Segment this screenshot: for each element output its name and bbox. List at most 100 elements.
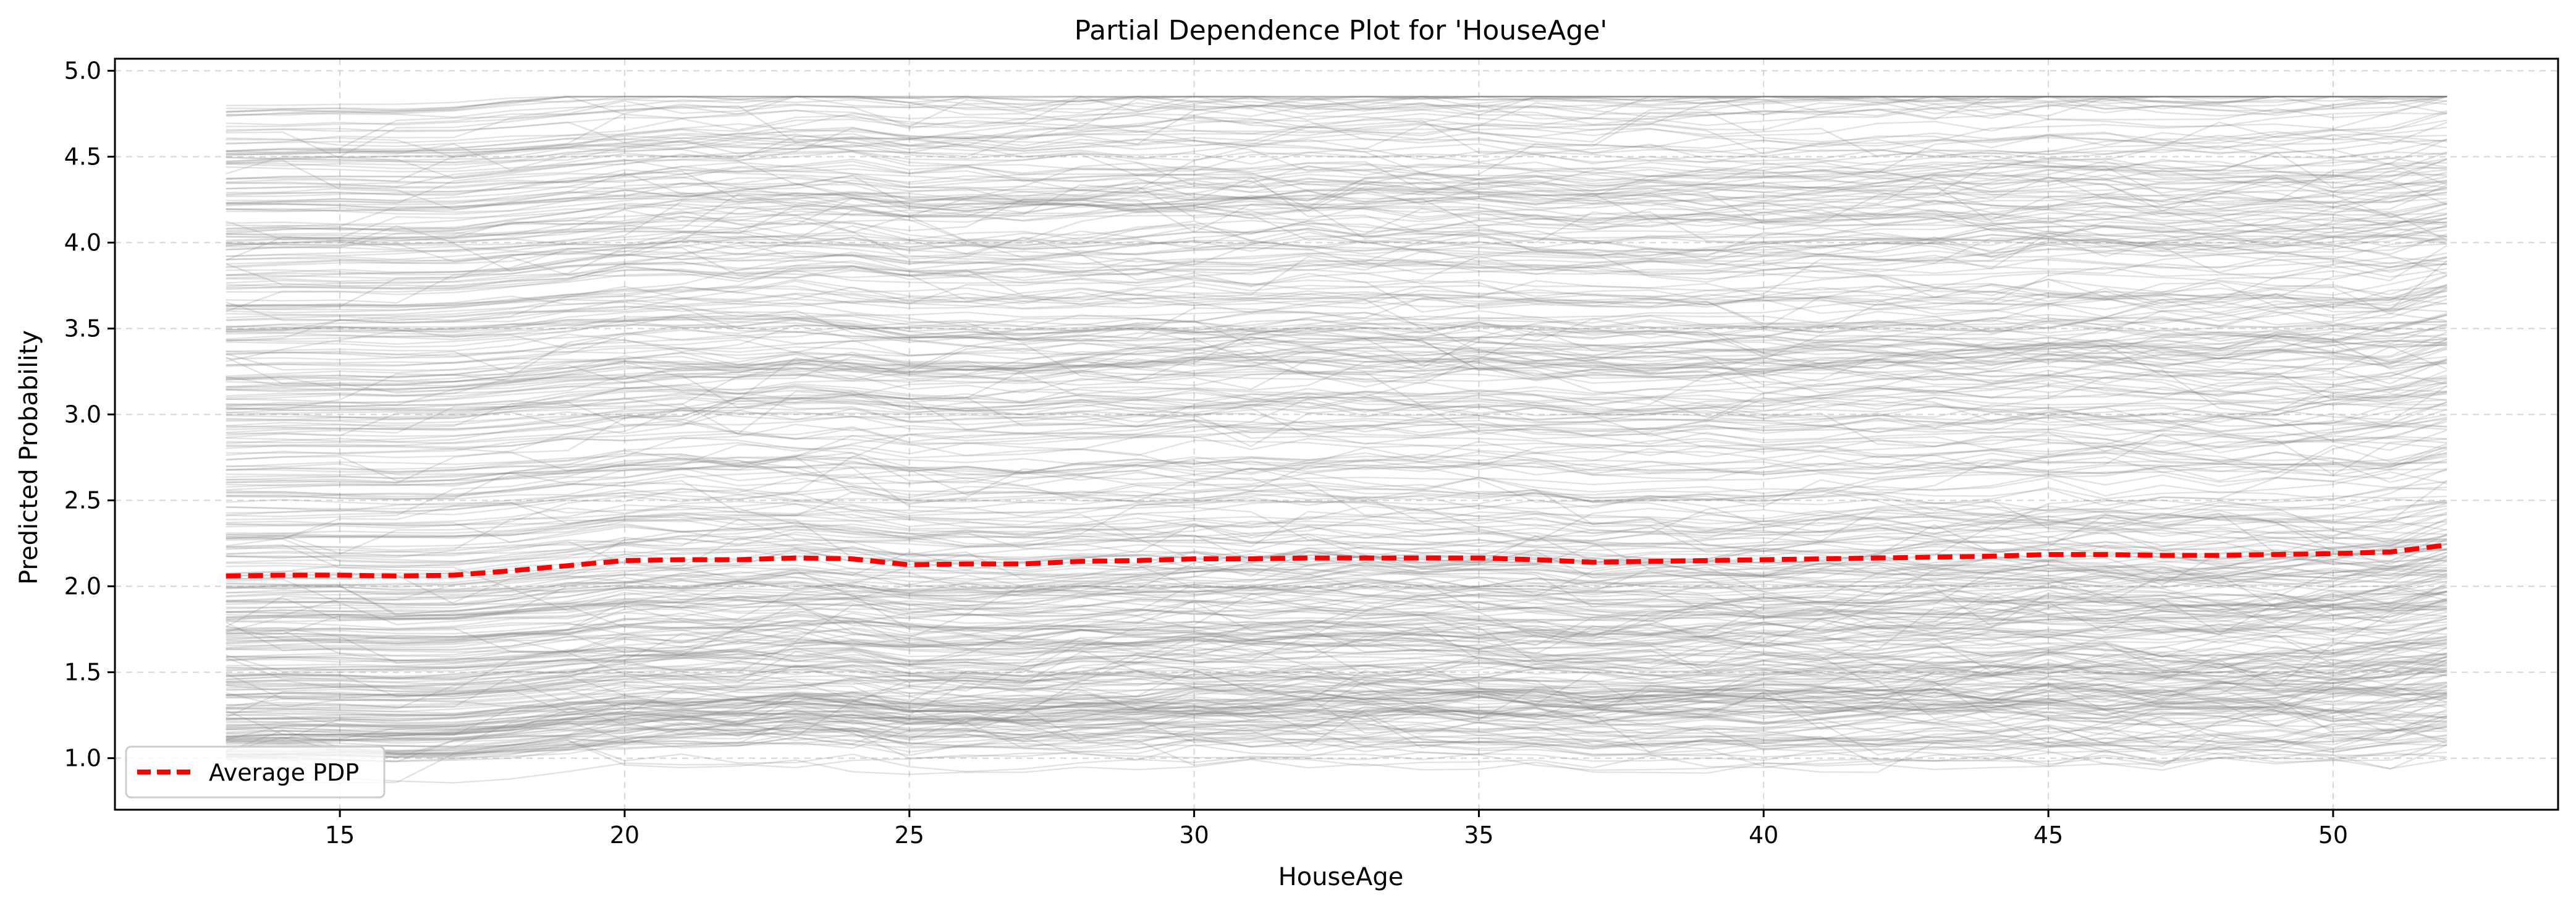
ice-line bbox=[226, 390, 2447, 429]
ice-line bbox=[226, 278, 2447, 314]
ice-line bbox=[226, 174, 2447, 215]
ice-line bbox=[226, 398, 2447, 444]
ice-line bbox=[226, 671, 2447, 707]
ice-line bbox=[226, 543, 2447, 594]
ice-line bbox=[226, 158, 2447, 184]
legend: Average PDP bbox=[125, 745, 386, 799]
ice-line bbox=[226, 725, 2447, 773]
ice-line bbox=[226, 167, 2447, 205]
ice-line bbox=[226, 280, 2447, 313]
ice-line bbox=[226, 692, 2447, 749]
ice-line bbox=[226, 359, 2447, 407]
ice-line bbox=[226, 246, 2447, 321]
ice-line bbox=[226, 578, 2447, 639]
ice-line bbox=[226, 384, 2447, 417]
ice-line bbox=[226, 263, 2447, 312]
ice-line bbox=[226, 522, 2447, 582]
ice-line bbox=[226, 645, 2447, 697]
ice-line bbox=[226, 650, 2447, 698]
ice-line bbox=[226, 467, 2447, 628]
ice-lines bbox=[226, 95, 2448, 784]
ice-line bbox=[226, 549, 2447, 580]
ice-line bbox=[226, 638, 2447, 672]
ice-line bbox=[226, 358, 2447, 399]
ice-line bbox=[226, 213, 2447, 304]
ice-line bbox=[226, 232, 2447, 287]
ice-line bbox=[226, 693, 2447, 750]
ice-line bbox=[226, 465, 2447, 525]
ice-line bbox=[226, 374, 2447, 412]
ice-line bbox=[226, 95, 2447, 124]
ice-line bbox=[226, 652, 2447, 758]
ice-line bbox=[226, 682, 2447, 706]
ice-line bbox=[226, 166, 2447, 205]
ice-line bbox=[226, 719, 2447, 771]
y-tick-label: 1.5 bbox=[64, 659, 101, 686]
ice-line bbox=[226, 656, 2447, 718]
ice-line bbox=[226, 723, 2447, 773]
ice-line bbox=[226, 391, 2447, 428]
ice-line bbox=[226, 611, 2447, 697]
ice-line bbox=[226, 326, 2447, 428]
ice-line bbox=[226, 182, 2447, 220]
ice-line bbox=[226, 684, 2447, 713]
y-tick-label: 5.0 bbox=[64, 57, 101, 84]
ice-line bbox=[226, 390, 2447, 431]
ice-line bbox=[226, 158, 2447, 206]
ice-line bbox=[226, 274, 2447, 321]
ice-line bbox=[226, 626, 2447, 698]
ice-line bbox=[226, 313, 2447, 392]
ice-line bbox=[226, 701, 2447, 754]
ice-line bbox=[226, 356, 2447, 399]
ice-line bbox=[226, 589, 2447, 645]
ice-line bbox=[226, 605, 2447, 663]
ice-line bbox=[226, 600, 2447, 662]
ice-line bbox=[226, 586, 2447, 636]
ice-line bbox=[226, 567, 2447, 615]
ice-line bbox=[226, 170, 2447, 204]
ice-line bbox=[226, 245, 2447, 329]
ice-line bbox=[226, 548, 2447, 606]
ice-line bbox=[226, 621, 2447, 682]
ice-line bbox=[226, 394, 2447, 453]
ice-line bbox=[226, 601, 2447, 690]
chart-title: Partial Dependence Plot for 'HouseAge' bbox=[1075, 15, 1608, 46]
ice-line bbox=[226, 200, 2447, 257]
ice-line bbox=[226, 184, 2447, 231]
ice-line bbox=[226, 220, 2447, 283]
ice-line bbox=[226, 524, 2447, 621]
ice-line bbox=[226, 477, 2448, 531]
ice-line bbox=[226, 157, 2447, 239]
ice-line bbox=[226, 208, 2447, 253]
ice-line bbox=[226, 316, 2447, 354]
ice-line bbox=[226, 669, 2447, 734]
ice-line bbox=[226, 615, 2447, 640]
ice-line bbox=[226, 626, 2447, 714]
ice-line bbox=[226, 548, 2447, 658]
ice-line bbox=[226, 159, 2447, 214]
ice-line bbox=[226, 95, 2447, 117]
y-axis-ticks: 1.0 1.5 2.0 2.5 3.0 3.5 4.0 4.5 5.0 bbox=[64, 57, 115, 772]
ice-line bbox=[226, 533, 2447, 584]
ice-line bbox=[226, 721, 2447, 759]
ice-line bbox=[226, 485, 2447, 537]
y-axis-label: Predicted Probability bbox=[15, 330, 43, 585]
ice-line bbox=[226, 95, 2447, 152]
ice-line bbox=[226, 219, 2447, 315]
ice-line bbox=[226, 252, 2447, 303]
ice-line bbox=[226, 313, 2447, 359]
ice-line bbox=[226, 686, 2447, 726]
ice-line bbox=[226, 322, 2447, 410]
ice-line bbox=[226, 224, 2447, 276]
y-tick-label: 2.0 bbox=[64, 573, 101, 600]
ice-line bbox=[226, 661, 2447, 711]
ice-line bbox=[226, 740, 2447, 775]
ice-line bbox=[226, 195, 2447, 261]
ice-line bbox=[226, 218, 2447, 273]
ice-line bbox=[226, 95, 2447, 126]
ice-line bbox=[226, 385, 2447, 432]
ice-line bbox=[226, 728, 2447, 759]
ice-line bbox=[226, 238, 2447, 281]
ice-line bbox=[226, 659, 2447, 752]
ice-line bbox=[226, 345, 2447, 408]
